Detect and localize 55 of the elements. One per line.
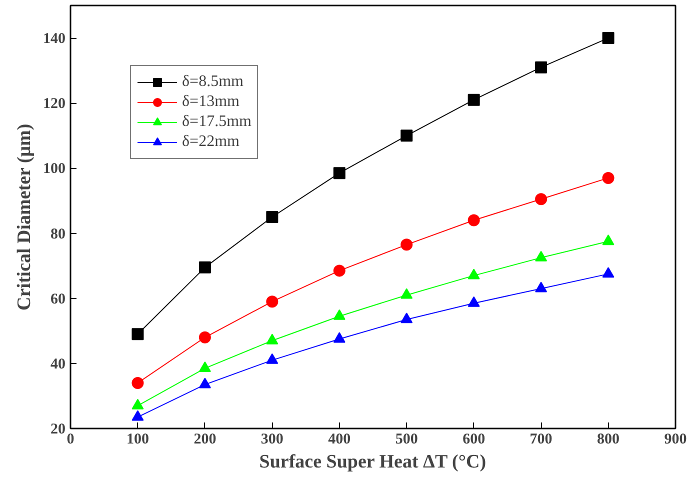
point [535, 250, 548, 262]
point [535, 282, 548, 292]
legend-label: δ=13mm [182, 93, 240, 111]
point [266, 296, 278, 308]
point [400, 238, 413, 251]
x-tick-label: 400 [328, 432, 351, 448]
point [266, 353, 278, 364]
point [602, 234, 614, 246]
x-tick-label: 300 [260, 432, 284, 448]
x-axis-title: Surface Super Heat ΔT (°C) [259, 452, 486, 472]
x-tick-label: 800 [597, 432, 620, 448]
point [198, 378, 211, 388]
y-tick-label: 60 [50, 291, 66, 308]
y-tick-label: 100 [43, 161, 66, 178]
x-tick-label: 900 [664, 432, 687, 448]
y-tick-label: 80 [50, 226, 66, 242]
point [468, 268, 480, 280]
point [535, 193, 548, 206]
y-tick-label: 120 [43, 96, 66, 112]
x-tick-label: 700 [530, 432, 552, 448]
point [132, 410, 144, 421]
point [333, 264, 346, 277]
point [333, 332, 346, 343]
point [535, 61, 548, 74]
point [333, 309, 346, 320]
point [198, 331, 211, 344]
legend-label: δ=8.5mm [182, 73, 244, 91]
legend-label: δ=22mm [182, 133, 240, 151]
point [400, 288, 413, 299]
point [132, 398, 144, 410]
x-tick-label: 600 [462, 432, 486, 448]
point [198, 361, 211, 372]
point [333, 167, 346, 180]
point [468, 296, 480, 307]
point [400, 312, 413, 324]
point [602, 32, 614, 44]
point [602, 267, 614, 278]
point [266, 211, 278, 223]
y-tick-label: 20 [50, 422, 66, 438]
point [132, 328, 144, 340]
point [602, 172, 614, 184]
y-tick-label: 140 [43, 31, 66, 48]
x-tick-label: 100 [126, 432, 149, 448]
y-axis-title: Critical Diameter (μm) [14, 124, 35, 310]
point [468, 94, 480, 106]
point [266, 334, 278, 344]
point [198, 261, 211, 274]
x-tick-label: 0 [66, 432, 74, 448]
legend-label: δ=17.5mm [182, 113, 252, 131]
point [468, 214, 480, 226]
x-tick-label: 500 [395, 432, 418, 448]
point [132, 376, 144, 389]
point [400, 130, 413, 142]
y-tick-label: 40 [50, 356, 66, 372]
x-tick-label: 200 [194, 432, 216, 448]
